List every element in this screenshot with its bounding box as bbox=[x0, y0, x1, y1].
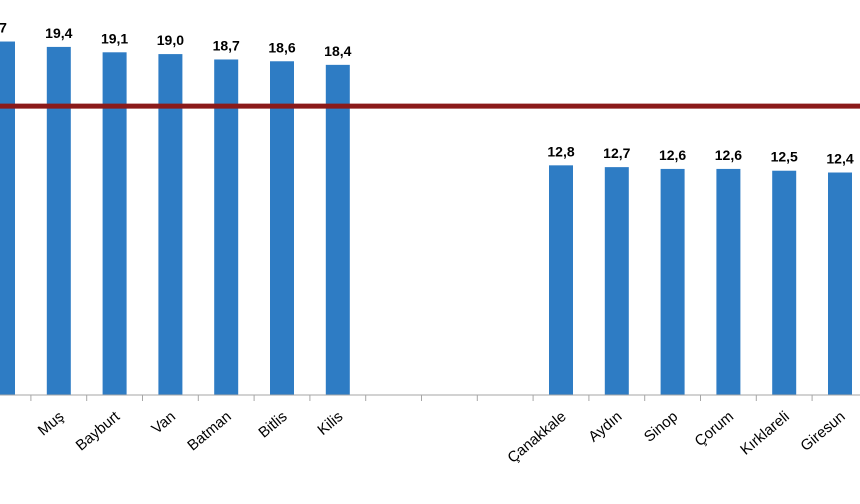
category-label: Van bbox=[148, 408, 179, 437]
value-label: 18,6 bbox=[268, 39, 295, 55]
bar bbox=[716, 168, 741, 395]
value-labels-group: 7 19,4 19,1 19,0 18,7 18,6 18,4 12,8 12,7 12,6 12,… bbox=[0, 20, 854, 167]
value-label: 18,7 bbox=[213, 37, 240, 53]
bar bbox=[604, 167, 629, 395]
category-label: Sinop bbox=[641, 408, 681, 446]
value-label: 19,1 bbox=[101, 30, 128, 46]
value-label: 19,0 bbox=[157, 32, 184, 48]
x-ticks-group bbox=[30, 395, 813, 401]
value-label: 18,4 bbox=[324, 43, 351, 59]
value-label: 19,4 bbox=[45, 25, 72, 41]
category-label: Aydın bbox=[585, 408, 625, 446]
bar bbox=[772, 170, 797, 395]
bar bbox=[660, 168, 685, 395]
bar bbox=[0, 41, 15, 396]
category-label: Çorum bbox=[692, 408, 737, 450]
value-label: 12,8 bbox=[547, 143, 574, 159]
value-label: 12,4 bbox=[826, 151, 853, 167]
bar bbox=[270, 61, 294, 395]
bar bbox=[102, 52, 127, 395]
value-label: 12,5 bbox=[771, 149, 798, 165]
category-label: Giresun bbox=[797, 408, 848, 455]
category-labels-group: Muş Bayburt Van Batman Bitlis Kilis Çanakkale A… bbox=[35, 408, 849, 467]
value-label: 12,7 bbox=[603, 145, 630, 161]
category-label: Bayburt bbox=[73, 408, 124, 455]
bar bbox=[158, 54, 183, 395]
category-label: Bitlis bbox=[255, 408, 290, 441]
value-label: 12,6 bbox=[659, 147, 686, 163]
bars-group bbox=[0, 41, 852, 396]
category-label: Batman bbox=[184, 408, 235, 454]
bar bbox=[325, 64, 350, 396]
bar bbox=[828, 172, 852, 395]
category-label: Çanakkale bbox=[504, 408, 569, 467]
value-label: 12,6 bbox=[715, 147, 742, 163]
value-label: 7 bbox=[0, 20, 7, 36]
bar bbox=[214, 59, 239, 395]
bar bbox=[46, 46, 71, 395]
category-label: Muş bbox=[35, 408, 68, 439]
category-label: Kilis bbox=[314, 408, 346, 439]
bar bbox=[549, 165, 573, 395]
category-label: Kırklareli bbox=[737, 408, 793, 459]
